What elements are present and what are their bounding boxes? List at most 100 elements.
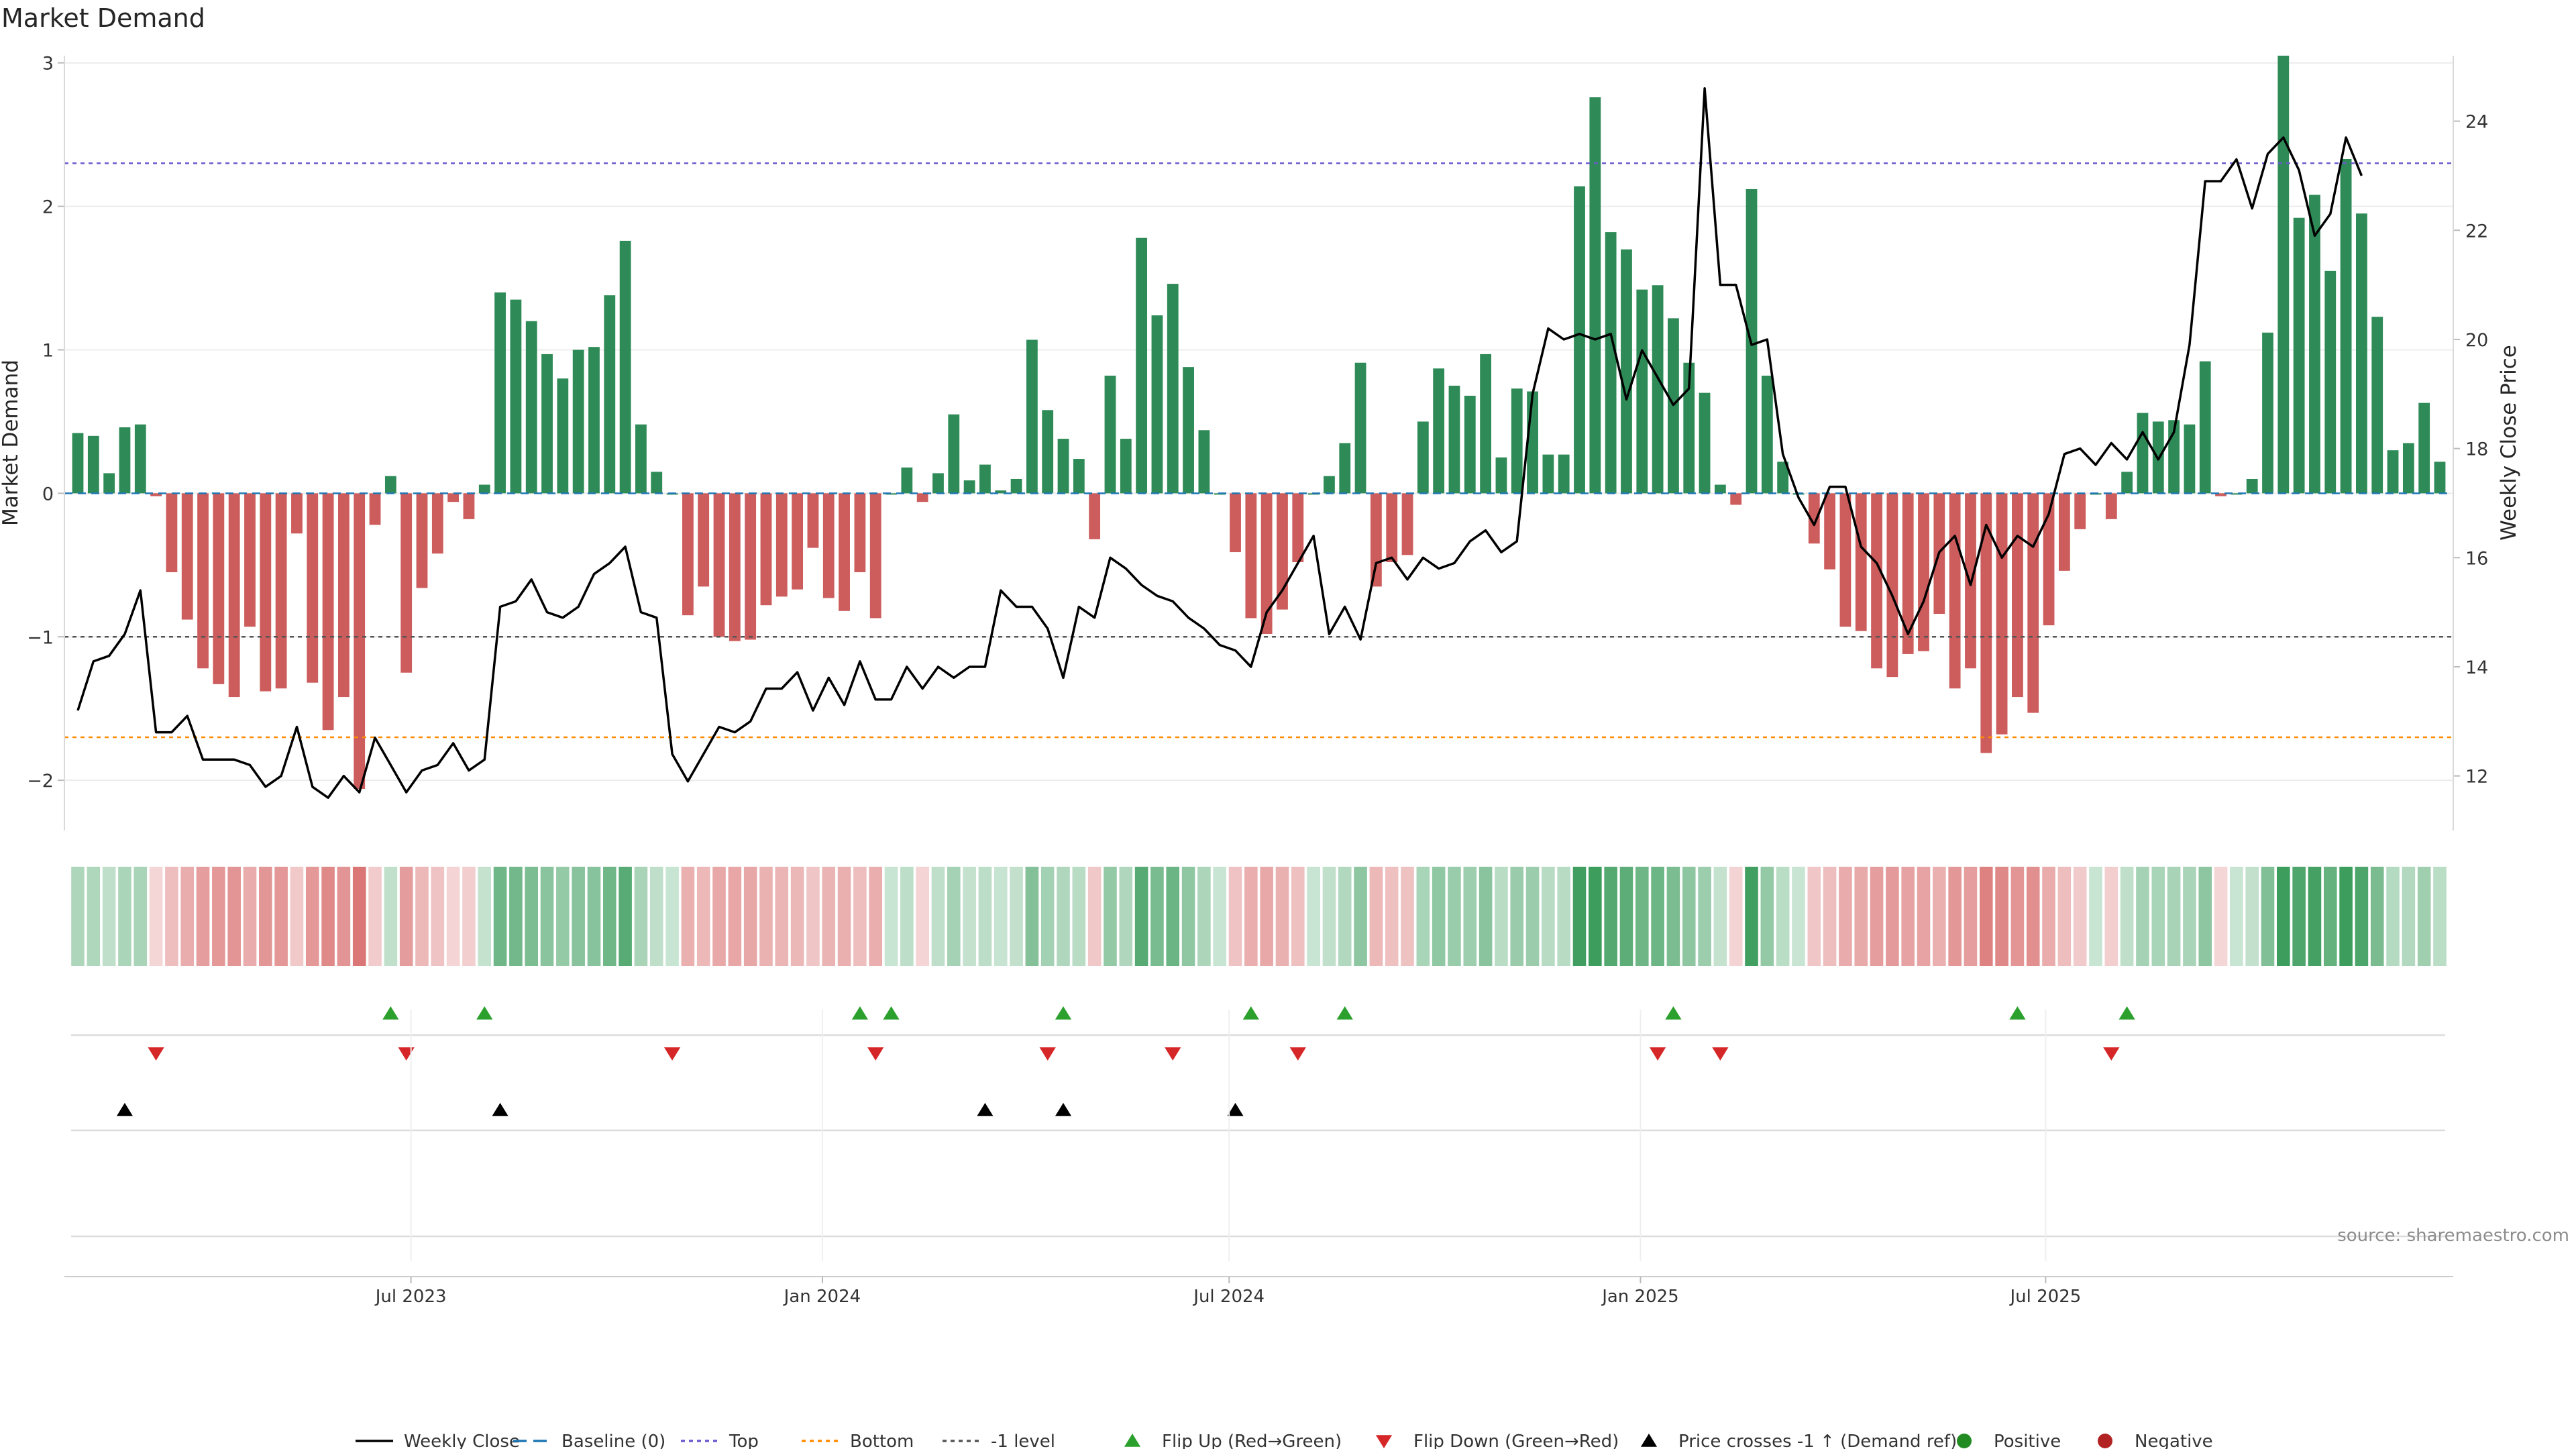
demand-bar-negative xyxy=(807,493,819,548)
demand-bar-negative xyxy=(1824,493,1835,570)
demand-bar-positive xyxy=(995,490,1007,494)
demand-bar-positive xyxy=(119,427,131,494)
heat-strip-cell xyxy=(869,867,883,966)
heat-strip-cell xyxy=(290,867,304,966)
demand-bar-negative xyxy=(713,493,725,637)
demand-bar-positive xyxy=(87,435,99,494)
heat-strip-cell xyxy=(665,867,679,966)
y-axis-label-right: Weekly Close Price xyxy=(2497,345,2521,541)
heat-strip-cell xyxy=(1119,867,1133,966)
demand-bar-positive xyxy=(1699,392,1711,494)
heat-strip-cell xyxy=(1651,867,1664,966)
demand-bar-positive xyxy=(1057,439,1069,494)
demand-bar-negative xyxy=(682,493,694,616)
heat-strip-cell xyxy=(133,867,148,966)
demand-bar-positive xyxy=(1777,462,1789,494)
demand-bar-positive xyxy=(478,484,490,494)
demand-bar-positive xyxy=(1183,367,1194,494)
heat-strip-cell xyxy=(540,867,554,966)
demand-bar-positive xyxy=(2309,195,2320,494)
demand-bar-positive xyxy=(1167,284,1179,494)
demand-bar-negative xyxy=(2074,493,2086,529)
demand-bar-negative xyxy=(792,493,804,590)
heat-strip-cell xyxy=(619,867,632,966)
heat-strip-cell xyxy=(118,867,131,966)
flip-down-marker xyxy=(1165,1047,1181,1061)
demand-bar-negative xyxy=(775,493,788,597)
flip-down-marker xyxy=(867,1047,884,1061)
demand-bar-positive xyxy=(963,480,975,494)
demand-bar-negative xyxy=(431,493,443,554)
demand-bar-positive xyxy=(72,433,84,494)
demand-bar-negative xyxy=(839,493,850,611)
flip-down-marker xyxy=(1650,1047,1666,1061)
price-cross-marker xyxy=(492,1103,508,1116)
legend-negative-swatch xyxy=(2098,1434,2112,1448)
heat-strip-cell xyxy=(493,867,507,966)
main-gridlines xyxy=(64,62,2453,782)
heat-strip-cell xyxy=(2042,867,2055,966)
heat-strip-cell xyxy=(1510,867,1524,966)
heat-strip-cell xyxy=(1870,867,1884,966)
demand-bar-positive xyxy=(1683,362,1695,494)
demand-bar-negative xyxy=(307,493,319,683)
flip-up-marker xyxy=(476,1006,493,1020)
demand-bar-positive xyxy=(1558,454,1570,494)
heat-strip-cell xyxy=(947,867,961,966)
heat-strip-cell xyxy=(1307,867,1320,966)
demand-bar-positive xyxy=(572,350,584,494)
heat-strip-cell xyxy=(728,867,742,966)
heat-strip-cell xyxy=(243,867,257,966)
heat-strip-cell xyxy=(978,867,992,966)
heat-strip-cell xyxy=(2104,867,2118,966)
demand-bar-positive xyxy=(2402,443,2414,494)
legend-top-label: Top xyxy=(729,1432,759,1449)
heat-strip-cell xyxy=(2370,867,2384,966)
heat-strip-cell xyxy=(1979,867,1993,966)
heat-strip-cell xyxy=(180,867,195,966)
demand-bar-positive xyxy=(1652,285,1664,494)
flip-up-marker xyxy=(1055,1006,1072,1020)
heat-strip-cell xyxy=(165,867,178,966)
heat-strip-cell xyxy=(384,867,398,966)
demand-bar-positive xyxy=(2262,332,2273,494)
heat-strip-cell xyxy=(227,867,241,966)
heat-strip-cell xyxy=(431,867,445,966)
heat-strip-cell xyxy=(1839,867,1852,966)
demand-bar-positive xyxy=(901,467,913,494)
demand-bar-negative xyxy=(166,493,178,572)
heat-strip-cell xyxy=(1025,867,1039,966)
demand-bar-negative xyxy=(1918,493,1929,651)
x-tick-label: Jul 2023 xyxy=(374,1287,447,1307)
demand-bar-negative xyxy=(822,493,835,598)
demand-bar-positive xyxy=(1574,186,1585,494)
flip-up-marker xyxy=(1665,1006,1682,1020)
demand-bar-positive xyxy=(1542,454,1554,494)
demand-bar-positive xyxy=(1136,237,1148,494)
heat-strip-cell xyxy=(931,867,945,966)
heat-strip-cell xyxy=(2417,867,2431,966)
heat-strip-cell xyxy=(212,867,225,966)
heat-strip-cell xyxy=(1040,867,1055,966)
heat-strip-cell xyxy=(1401,867,1414,966)
heat-strip-cell xyxy=(1322,867,1336,966)
demand-bar-positive xyxy=(2356,213,2367,494)
flip-down-marker xyxy=(1289,1047,1306,1061)
chart-title: Market Demand xyxy=(1,3,205,33)
heat-strip-cell xyxy=(149,867,163,966)
heat-strip-cell xyxy=(1807,867,1821,966)
heat-strip-cell xyxy=(603,867,616,966)
heat-strip-cell xyxy=(196,867,210,966)
demand-bar-negative xyxy=(1370,493,1382,587)
heat-strip-cell xyxy=(775,867,789,966)
demand-bar-negative xyxy=(698,493,710,587)
heat-strip-cell xyxy=(2402,867,2416,966)
demand-bar-negative xyxy=(1386,493,1398,563)
heat-strip-cell xyxy=(1260,867,1273,966)
demand-bar-positive xyxy=(2324,270,2337,494)
demand-bar-positive xyxy=(525,321,537,494)
demand-bar-positive xyxy=(948,414,960,494)
demand-bar-positive xyxy=(494,292,506,494)
flip-down-marker xyxy=(2103,1047,2120,1061)
demand-bar-negative xyxy=(228,493,240,698)
